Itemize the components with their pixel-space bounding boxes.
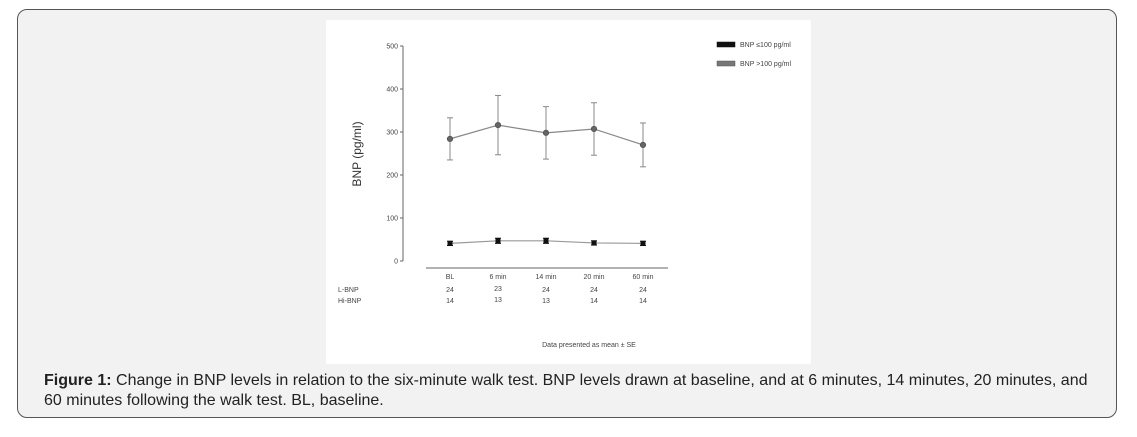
n-value: 24 bbox=[542, 287, 550, 294]
data-point-square bbox=[640, 240, 646, 246]
n-value: 14 bbox=[446, 298, 454, 305]
y-axis-label: BNP (pg/ml) bbox=[350, 121, 364, 186]
n-value: 14 bbox=[590, 298, 598, 305]
n-value: 23 bbox=[494, 286, 502, 293]
n-value: 13 bbox=[542, 298, 550, 305]
data-point-circle bbox=[446, 135, 454, 142]
y-tick-label: 400 bbox=[386, 87, 398, 94]
y-tick-label: 100 bbox=[386, 216, 398, 223]
n-row-label: L-BNP bbox=[338, 287, 359, 294]
footnote: Data presented as mean ± SE bbox=[542, 342, 636, 349]
data-point-circle bbox=[639, 141, 647, 149]
figure-caption: Figure 1: Change in BNP levels in relati… bbox=[44, 371, 1104, 411]
x-tick-label: 14 min bbox=[535, 274, 556, 281]
data-point-square bbox=[447, 240, 453, 246]
y-tick-label: 0 bbox=[394, 259, 398, 266]
x-tick-label: BL bbox=[446, 274, 455, 281]
x-tick-label: 60 min bbox=[632, 274, 653, 281]
data-point-square bbox=[591, 240, 597, 246]
caption-label: Figure 1: bbox=[44, 372, 112, 389]
legend-label: BNP >100 pg/ml bbox=[740, 61, 791, 68]
n-value: 24 bbox=[590, 287, 598, 294]
y-tick-label: 200 bbox=[386, 173, 398, 180]
x-tick-label: 20 min bbox=[583, 274, 604, 281]
data-point-circle bbox=[542, 129, 550, 136]
n-value: 24 bbox=[446, 287, 454, 294]
x-tick-label: 6 min bbox=[489, 274, 506, 281]
n-value: 14 bbox=[639, 298, 647, 305]
bnp-line-chart: 0 100 200 300 400 500 BNP (pg/ml) BL 6 min 14 min… bbox=[338, 41, 791, 349]
data-point-square bbox=[495, 238, 501, 244]
data-point-circle bbox=[494, 122, 502, 129]
y-tick-label: 500 bbox=[386, 44, 398, 51]
legend-label: BNP ≤100 pg/ml bbox=[740, 42, 791, 49]
n-row-label: Hi-BNP bbox=[338, 298, 362, 305]
figure-image: 0 100 200 300 400 500 BNP (pg/ml) BL 6 min 14 min… bbox=[326, 20, 811, 364]
y-tick-label: 300 bbox=[386, 130, 398, 137]
legend-swatch bbox=[716, 60, 736, 67]
data-point-square bbox=[543, 238, 549, 244]
caption-text: Change in BNP levels in relation to the … bbox=[44, 372, 1088, 409]
data-point-circle bbox=[590, 125, 598, 133]
n-value: 24 bbox=[639, 287, 647, 294]
legend-swatch bbox=[716, 41, 736, 48]
n-value: 13 bbox=[494, 297, 502, 304]
